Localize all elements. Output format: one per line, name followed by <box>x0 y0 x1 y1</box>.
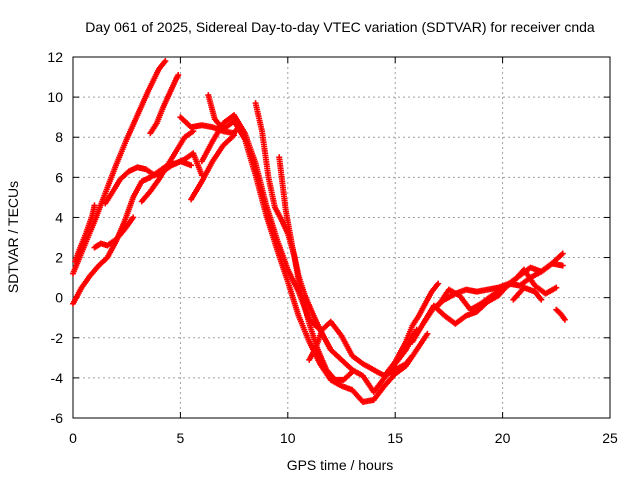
data-point-marker <box>409 352 416 359</box>
x-tick-label: 0 <box>69 430 77 446</box>
y-tick-label: -6 <box>51 410 64 426</box>
y-tick-label: 2 <box>55 250 63 266</box>
x-tick-label: 10 <box>280 430 296 446</box>
data-point-marker <box>561 316 568 323</box>
data-point-marker <box>349 368 356 375</box>
data-point-marker <box>424 330 431 337</box>
x-tick-label: 5 <box>177 430 185 446</box>
y-tick-label: -2 <box>51 330 64 346</box>
x-tick-labels: 0 5 10 15 20 25 <box>69 430 618 446</box>
data-point-marker <box>188 162 195 169</box>
y-tick-label: 0 <box>55 290 63 306</box>
x-tick-label: 15 <box>387 430 403 446</box>
x-tick-label: 20 <box>495 430 511 446</box>
grid-lines <box>73 57 610 418</box>
data-point-marker <box>91 202 98 209</box>
y-tick-label: 12 <box>47 49 63 65</box>
y-tick-label: 8 <box>55 129 63 145</box>
data-point-marker <box>538 296 545 303</box>
y-tick-labels: -6 -4 -2 0 2 4 6 8 10 12 <box>47 49 63 426</box>
x-tick-label: 25 <box>602 430 618 446</box>
y-tick-label: 10 <box>47 89 63 105</box>
data-point-marker <box>327 346 334 353</box>
axis-ticks <box>72 56 611 419</box>
data-points <box>70 58 568 405</box>
data-point-marker <box>231 132 238 139</box>
y-tick-label: 4 <box>55 209 63 225</box>
data-point-marker <box>435 280 442 287</box>
y-axis-label: SDTVAR / TECUs <box>5 181 21 293</box>
data-point-marker <box>162 58 169 65</box>
data-point-marker <box>559 262 566 269</box>
data-point-marker <box>175 72 182 79</box>
data-point-marker <box>130 214 137 221</box>
chart-title: Day 061 of 2025, Sidereal Day-to-day VTE… <box>85 19 595 35</box>
y-tick-label: 6 <box>55 169 63 185</box>
y-tick-label: -4 <box>51 370 64 386</box>
data-point-marker <box>553 284 560 291</box>
x-axis-label: GPS time / hours <box>287 457 394 473</box>
data-point-marker <box>559 250 566 257</box>
plot-frame <box>72 56 611 419</box>
